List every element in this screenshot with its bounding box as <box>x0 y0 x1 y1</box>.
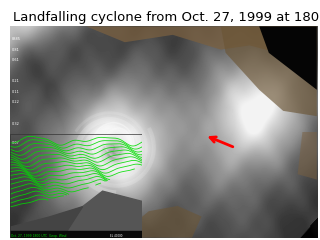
Text: EL 40000: EL 40000 <box>110 234 123 238</box>
Text: 0.32: 0.32 <box>12 121 20 126</box>
Polygon shape <box>10 231 142 238</box>
Text: 0.61: 0.61 <box>12 58 20 62</box>
Text: Landfalling cyclone from Oct. 27, 1999 at 1800UTC: Landfalling cyclone from Oct. 27, 1999 a… <box>13 11 320 24</box>
Polygon shape <box>63 191 142 238</box>
Polygon shape <box>221 26 317 116</box>
Polygon shape <box>259 26 317 90</box>
Text: 0.81: 0.81 <box>12 48 20 52</box>
Text: 0.22: 0.22 <box>12 100 20 104</box>
Polygon shape <box>10 26 317 60</box>
Text: 0.07: 0.07 <box>12 141 20 144</box>
Circle shape <box>92 122 134 169</box>
Polygon shape <box>10 207 83 238</box>
Text: 8885: 8885 <box>12 37 20 41</box>
Text: 0.21: 0.21 <box>12 79 20 83</box>
Circle shape <box>105 128 132 157</box>
Polygon shape <box>298 132 317 180</box>
Text: Oct. 27, 1999 1800 UTC  Geop. Wind: Oct. 27, 1999 1800 UTC Geop. Wind <box>11 234 66 238</box>
Text: 0.11: 0.11 <box>12 90 20 94</box>
Polygon shape <box>130 206 202 238</box>
